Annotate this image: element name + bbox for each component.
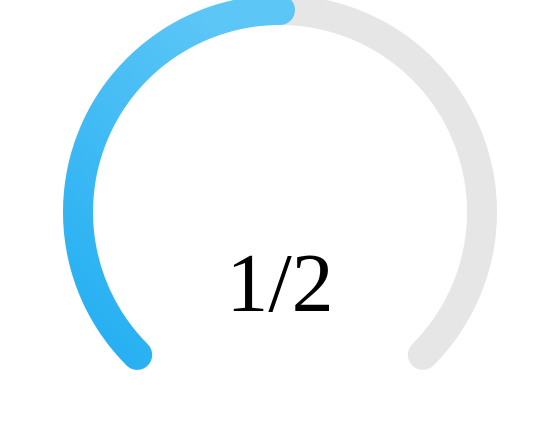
gauge-value-label: 1/2 xyxy=(226,237,334,330)
gauge-progress-arc xyxy=(63,0,295,370)
